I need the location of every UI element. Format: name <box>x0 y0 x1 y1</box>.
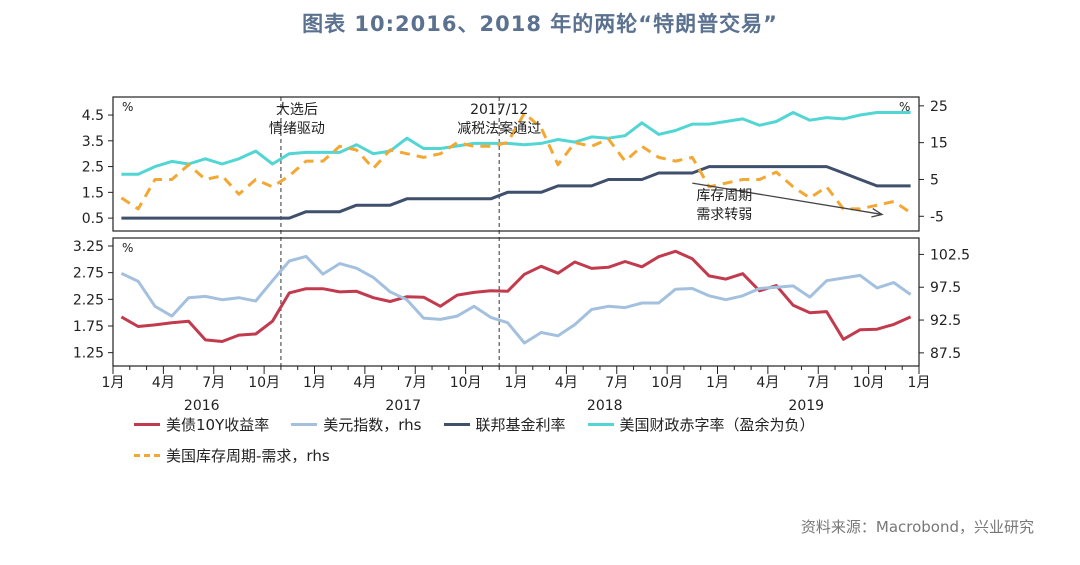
top-series-fed <box>121 165 911 220</box>
x-tick-label-18: 7月 <box>404 375 427 391</box>
x-tick-label-36: 1月 <box>706 375 729 391</box>
top-right-tick-label-3: 25 <box>930 99 948 115</box>
top-series-inventory <box>120 111 912 214</box>
bottom-series-treasury <box>120 249 912 343</box>
bottom-right-tick-label-1: 92.5 <box>930 313 961 329</box>
legend-swatch-inventory <box>134 453 160 457</box>
legend-item-usd[interactable]: 美元指数，rhs <box>291 414 422 435</box>
x-year-label-3: 2019 <box>788 398 824 414</box>
x-year-label-2: 2018 <box>587 398 623 414</box>
top-left-unit: % <box>122 100 133 114</box>
legend-swatch-usd <box>291 422 318 426</box>
x-tick-label-45: 10月 <box>853 375 885 391</box>
legend-label-usd: 美元指数，rhs <box>323 415 422 434</box>
legend-row-1: 美债10Y收益率 美元指数，rhs 联邦基金利率 美国财政赤字率（盈余为负） <box>134 412 837 436</box>
top-left-tick-label-2: 2.5 <box>82 160 104 176</box>
top-series-deficit <box>121 111 911 176</box>
x-tick-label-6: 7月 <box>202 375 225 391</box>
bottom-left-tick-label-0: 1.25 <box>73 346 104 362</box>
x-tick-label-24: 1月 <box>505 375 528 391</box>
chart-title: 图表 10:2016、2018 年的两轮“特朗普交易” <box>302 12 778 36</box>
x-tick-label-3: 4月 <box>152 375 175 391</box>
legend-row-2: 美国库存周期-需求，rhs <box>134 443 352 467</box>
x-tick-label-27: 4月 <box>555 375 578 391</box>
legend-item-inventory[interactable]: 美国库存周期-需求，rhs <box>134 445 330 466</box>
x-tick-label-21: 10月 <box>450 375 482 391</box>
x-year-label-0: 2016 <box>184 398 220 414</box>
annotation-election-line-0: 大选后 <box>276 102 318 118</box>
panel-frame-bottom <box>112 237 920 367</box>
top-left-tick-label-3: 3.5 <box>82 134 104 150</box>
bottom-left-tick-label-3: 2.75 <box>73 266 104 282</box>
x-tick-label-9: 10月 <box>248 375 280 391</box>
x-tick-label-48: 1月 <box>908 375 931 391</box>
bottom-right-tick-label-0: 87.5 <box>930 346 961 362</box>
x-tick-label-12: 1月 <box>303 375 326 391</box>
annotation-arrow-head <box>871 208 884 218</box>
legend-item-fed[interactable]: 联邦基金利率 <box>443 414 566 435</box>
annotation-taxcut-line-1: 减税法案通过 <box>457 120 541 137</box>
top-right-tick-label-1: 5 <box>930 172 939 188</box>
bottom-left-unit: % <box>122 241 133 255</box>
legend-swatch-treasury <box>134 422 160 426</box>
bottom-left-tick-label-1: 1.75 <box>73 319 104 335</box>
x-tick-label-33: 10月 <box>651 375 683 391</box>
top-right-tick-label-0: -5 <box>930 209 944 225</box>
legend-label-inventory: 美国库存周期-需求，rhs <box>166 446 330 465</box>
bottom-right-tick-label-3: 102.5 <box>930 247 970 263</box>
top-right-unit: % <box>899 100 910 114</box>
legend-label-deficit: 美国财政赤字率（盈余为负） <box>619 415 815 434</box>
x-tick-label-42: 7月 <box>807 375 830 391</box>
top-left-tick-label-0: 0.5 <box>82 211 104 227</box>
legend-item-treasury[interactable]: 美债10Y收益率 <box>134 414 269 435</box>
bottom-series-usd <box>120 254 912 345</box>
top-left-tick-label-1: 1.5 <box>82 185 104 201</box>
annotation-election-line-1: 情绪驱动 <box>269 121 325 137</box>
x-tick-label-39: 4月 <box>756 375 779 391</box>
x-tick-label-30: 7月 <box>605 375 628 391</box>
source-note: 资料来源：Macrobond，兴业研究 <box>800 518 1034 536</box>
legend-label-treasury: 美债10Y收益率 <box>166 415 270 434</box>
series-layer <box>120 111 912 345</box>
x-year-label-1: 2017 <box>385 398 421 414</box>
annotation-arrow-line <box>692 182 883 216</box>
annotation-taxcut-line-0: 2017/12 <box>470 102 528 118</box>
x-tick-label-15: 4月 <box>353 375 376 391</box>
bottom-left-tick-label-2: 2.25 <box>73 292 104 308</box>
legend-item-deficit[interactable]: 美国财政赤字率（盈余为负） <box>587 414 815 435</box>
legend-label-fed: 联邦基金利率 <box>475 415 566 434</box>
axis-layer: 0.5 1.5 2.5 3.5 4.5 -5 5 15 25% % 1.25 1.75 2.25 2.75… <box>73 96 970 414</box>
panel-frame-top <box>112 96 920 232</box>
legend-swatch-deficit <box>587 422 614 426</box>
x-tick-label-0: 1月 <box>102 375 125 391</box>
top-right-tick-label-2: 15 <box>930 136 948 152</box>
top-left-tick-label-4: 4.5 <box>82 108 104 124</box>
annotation-inventory-line-1: 需求转弱 <box>696 207 752 223</box>
legend-swatch-fed <box>443 422 470 426</box>
bottom-left-tick-label-4: 3.25 <box>73 239 104 255</box>
bottom-right-tick-label-2: 97.5 <box>930 280 961 296</box>
annotation-inventory-line-0: 库存周期 <box>696 188 752 204</box>
